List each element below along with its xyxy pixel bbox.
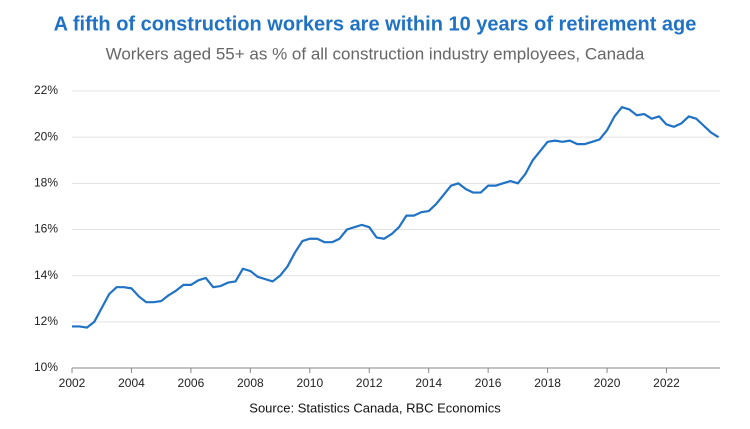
x-tick-label: 2008: [237, 376, 264, 390]
x-tick-label: 2020: [594, 376, 621, 390]
y-tick-label: 16%: [34, 222, 58, 236]
y-tick-label: 12%: [34, 314, 58, 328]
y-tick-label: 10%: [34, 360, 58, 374]
x-tick-label: 2002: [59, 376, 86, 390]
x-tick-label: 2018: [534, 376, 561, 390]
x-tick-label: 2010: [296, 376, 323, 390]
y-tick-label: 22%: [34, 83, 58, 97]
x-tick-label: 2006: [178, 376, 205, 390]
x-tick-label: 2004: [118, 376, 145, 390]
source: Source: Statistics Canada, RBC Economics: [249, 400, 501, 415]
x-tick-label: 2014: [415, 376, 442, 390]
y-tick-label: 20%: [34, 129, 58, 143]
x-tick-label: 2016: [475, 376, 502, 390]
y-tick-label: 18%: [34, 176, 58, 190]
x-tick-label: 2012: [356, 376, 383, 390]
chart-subtitle: Workers aged 55+ as % of all constructio…: [106, 44, 645, 63]
y-tick-label: 14%: [34, 268, 58, 282]
chart-title: A fifth of construction workers are with…: [54, 13, 697, 35]
x-tick-label: 2022: [653, 376, 680, 390]
data-line: [72, 106, 720, 329]
